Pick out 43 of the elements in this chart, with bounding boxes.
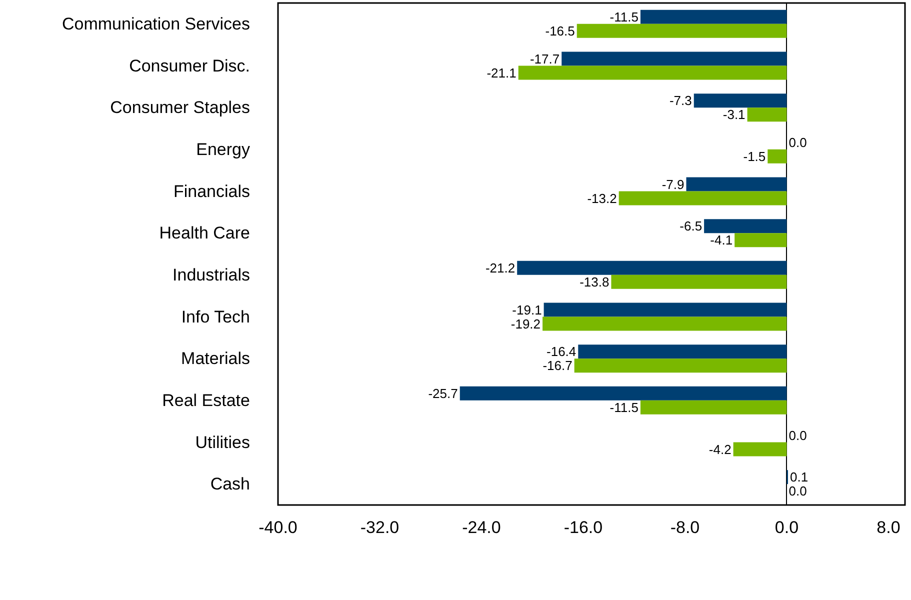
data-label: -16.7 [542,358,572,374]
y-tick-label: Communication Services [62,14,250,34]
x-tick-label: -24.0 [462,518,501,537]
data-label: -3.1 [722,107,746,122]
data-label: -13.2 [587,190,617,206]
y-tick-label: Consumer Disc. [129,56,250,76]
data-label: -7.9 [662,176,684,192]
data-label: -1.5 [743,148,766,164]
y-tick-label: Health Care [159,224,250,243]
data-label: -25.7 [428,386,458,401]
y-tick-label: Info Tech [181,307,250,326]
x-tick-label: 0.0 [774,518,799,537]
data-label: -19.2 [510,316,541,332]
x-tick-label: -16.0 [564,518,603,537]
y-tick-label: Materials [181,349,250,368]
y-tick-label: Financials [173,182,250,201]
y-tick-label: Cash [210,474,250,494]
y-tick-label: Energy [196,140,250,159]
data-label: -13.8 [580,274,610,290]
data-label: -21.1 [486,65,516,80]
y-tick-label: Utilities [195,432,250,452]
data-label: -7.3 [669,93,692,108]
data-label: -6.5 [680,218,702,234]
x-tick-label: -8.0 [670,518,700,537]
x-tick-label: -40.0 [258,518,298,537]
data-label: -4.1 [710,232,733,248]
data-label: -16.5 [545,23,575,38]
data-label: -21.2 [485,260,516,276]
data-label: -11.5 [610,400,638,415]
data-label: -16.4 [546,344,576,360]
data-label: -4.2 [708,442,732,457]
data-label: 0.0 [788,428,807,443]
data-label: 0.0 [788,134,807,150]
data-label: 0.1 [790,470,808,485]
y-tick-label: Real Estate [162,390,250,410]
x-tick-label: -32.0 [360,518,400,537]
y-tick-label: Industrials [172,265,250,284]
y-tick-label: Consumer Staples [110,98,250,118]
data-label: -11.5 [610,9,638,24]
data-label: -19.1 [512,302,542,318]
data-label: 0.0 [788,484,807,499]
x-tick-label: 8.0 [876,518,900,537]
data-label: -17.7 [530,51,560,66]
